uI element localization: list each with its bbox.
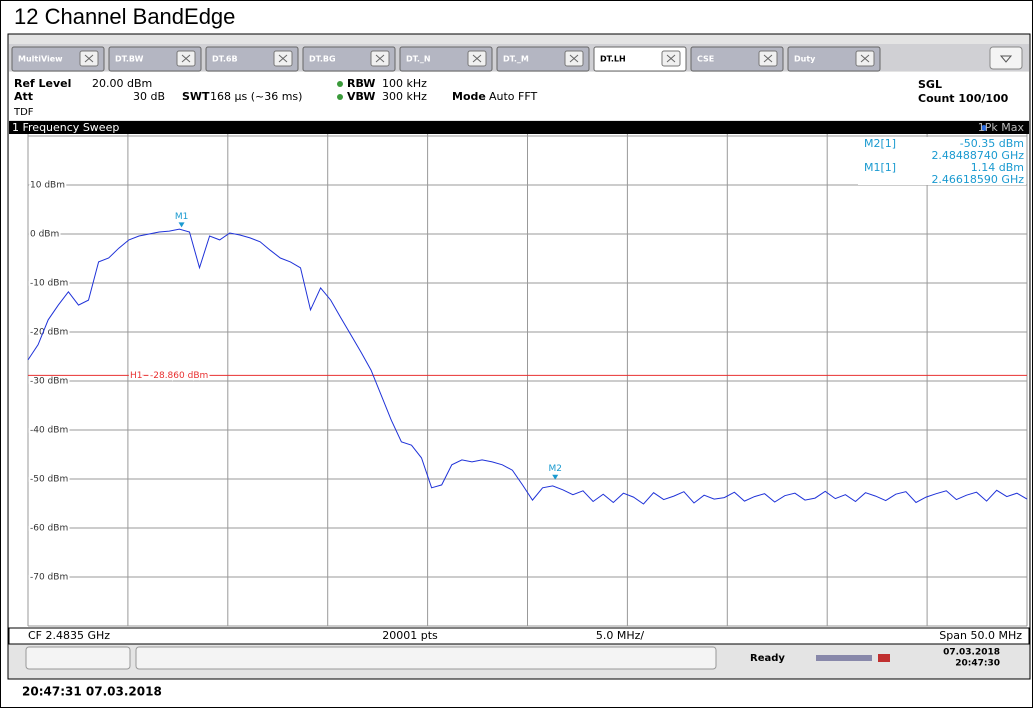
sweep-title: 1 Frequency Sweep <box>12 121 119 134</box>
dropdown-button[interactable] <box>989 46 1023 70</box>
status-dot <box>337 81 343 87</box>
tab-label: CSE <box>697 55 714 64</box>
marker <box>178 222 185 228</box>
input-box[interactable] <box>25 646 131 670</box>
marker-label: M2 <box>548 464 562 474</box>
tab-close-icon <box>181 54 191 63</box>
tab-close-icon <box>278 54 288 63</box>
tab-label: DT._N <box>406 55 431 64</box>
marker-name: M1[1] <box>864 161 896 174</box>
tab-close-icon <box>860 54 870 63</box>
threshold-label: -28.860 dBm <box>150 371 208 381</box>
points: 20001 pts <box>382 629 438 642</box>
page-title: 12 Channel BandEdge <box>14 4 235 29</box>
tab-label: Duty <box>794 55 816 64</box>
marker-table-bg <box>858 137 1026 161</box>
message-box <box>135 646 717 670</box>
settings-panel <box>9 72 1029 120</box>
label: VBW <box>347 90 375 103</box>
tab-label: DT.BG <box>309 55 336 64</box>
tab-close-icon <box>569 54 579 63</box>
marker <box>552 474 559 480</box>
tab-label: DT.6B <box>212 55 238 64</box>
value: Auto FFT <box>489 90 537 103</box>
label: TDF <box>13 107 34 118</box>
span: Span 50.0 MHz <box>939 629 1022 642</box>
y-tick-label: -20 dBm <box>30 328 68 338</box>
y-tick-label: -30 dBm <box>30 377 68 387</box>
status-date: 07.03.2018 <box>943 648 1000 658</box>
y-tick-label: -70 dBm <box>30 573 68 583</box>
tab-close-icon <box>472 54 482 63</box>
label: Count 100/100 <box>918 92 1009 105</box>
sweep-header <box>9 121 1029 134</box>
value: 300 kHz <box>382 90 427 103</box>
marker-table-bg <box>858 161 1026 185</box>
tab-label: MultiView <box>18 55 63 64</box>
trace <box>27 228 1028 505</box>
trace-name: 1Pk Max <box>978 121 1025 134</box>
marker-frequency: 2.48488740 GHz <box>931 149 1024 162</box>
marker-label: M1 <box>175 212 189 222</box>
status-text: Ready <box>750 653 785 664</box>
status-dot <box>337 94 343 100</box>
marker-name: M2[1] <box>864 137 896 150</box>
marker-level: -50.35 dBm <box>960 137 1024 150</box>
status-time: 20:47:30 <box>955 659 1000 669</box>
y-tick-label: -40 dBm <box>30 426 68 436</box>
marker-frequency: 2.46618590 GHz <box>931 173 1024 186</box>
progress-bar <box>816 655 872 661</box>
dropdown-icon <box>999 55 1013 63</box>
value: 168 µs (~36 ms) <box>210 90 302 103</box>
threshold-name: H1 <box>130 371 143 381</box>
y-tick-label: 10 dBm <box>30 181 65 191</box>
label: RBW <box>347 77 375 90</box>
trace-indicator <box>981 125 987 131</box>
label: Att <box>14 90 33 103</box>
tab-close-icon <box>84 54 94 63</box>
status-icon <box>878 654 890 662</box>
y-tick-label: -10 dBm <box>30 279 68 289</box>
y-tick-label: -60 dBm <box>30 524 68 534</box>
value: 100 kHz <box>382 77 427 90</box>
y-tick-label: -50 dBm <box>30 475 68 485</box>
value: 30 dB <box>133 90 165 103</box>
tab-label: DT.BW <box>115 55 144 64</box>
label: SGL <box>918 78 942 91</box>
y-tick-label: 0 dBm <box>30 230 59 240</box>
bottom-bar <box>8 627 1030 645</box>
tab-label: DT._M <box>503 55 529 64</box>
tab-label: DT.LH <box>600 55 626 64</box>
timestamp: 20:47:31 07.03.2018 <box>22 685 162 699</box>
division: 5.0 MHz/ <box>596 629 645 642</box>
center-frequency: CF 2.4835 GHz <box>28 629 110 642</box>
tab-close-icon <box>763 54 773 63</box>
label: SWT <box>182 90 210 103</box>
label: Mode <box>452 90 486 103</box>
marker-level: 1.14 dBm <box>971 161 1024 174</box>
tab-close-icon <box>375 54 385 63</box>
tab-close-icon <box>666 54 676 63</box>
value: 20.00 dBm <box>92 77 152 90</box>
label: Ref Level <box>14 77 71 90</box>
